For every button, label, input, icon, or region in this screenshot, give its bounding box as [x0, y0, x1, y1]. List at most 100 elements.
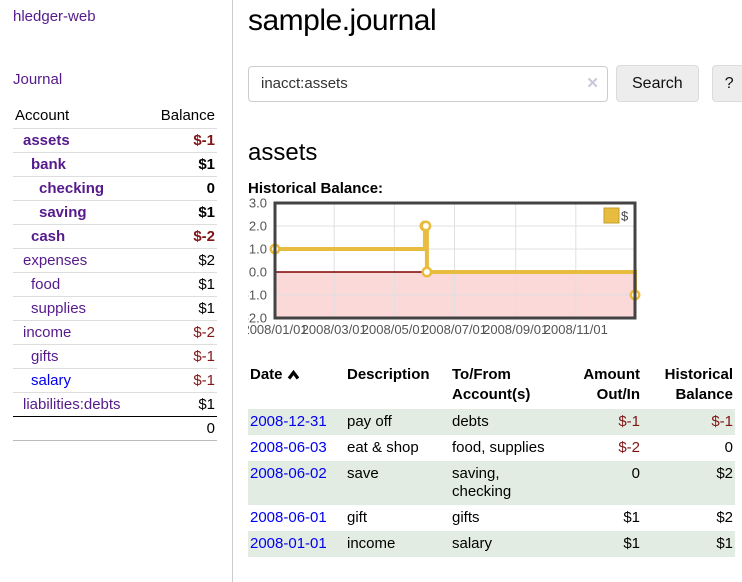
register-row: 2008-12-31 pay off debts $-1 $-1 — [248, 409, 735, 435]
svg-text:2008/05/01: 2008/05/01 — [362, 322, 427, 337]
legend-label: $ — [621, 209, 629, 224]
sidebar: hledger-web Journal Account Balance asse… — [0, 0, 233, 582]
svg-text:3.0: 3.0 — [249, 198, 267, 211]
register-header-balance: Historical Balance — [664, 366, 733, 403]
account-link[interactable]: checking — [39, 180, 105, 197]
transaction-balance: $1 — [716, 535, 733, 552]
account-balance: $1 — [145, 272, 217, 297]
account-row: liabilities:debts $1 — [13, 392, 217, 417]
account-link[interactable]: salary — [31, 372, 72, 389]
page-title: sample.journal — [248, 4, 437, 37]
account-row: saving $1 — [13, 200, 217, 225]
account-link[interactable]: saving — [39, 204, 87, 221]
chart-label: Historical Balance: — [248, 180, 384, 197]
register-row: 2008-06-02 save saving, checking 0 $2 — [248, 461, 735, 505]
transaction-amount: 0 — [631, 465, 640, 482]
svg-text:2008/09/01: 2008/09/01 — [483, 322, 548, 337]
legend-swatch — [603, 207, 620, 224]
clear-search-icon[interactable]: ✕ — [586, 74, 599, 92]
search-input[interactable] — [248, 65, 608, 102]
svg-text:1.0: 1.0 — [249, 242, 267, 257]
register-row: 2008-06-01 gift gifts $1 $2 — [248, 505, 735, 531]
transaction-description: income — [347, 535, 396, 552]
svg-text:-2.0: -2.0 — [248, 311, 267, 326]
register-header-amount: Amount Out/In — [583, 366, 640, 403]
account-row: food $1 — [13, 272, 217, 297]
transaction-date-link[interactable]: 2008-06-01 — [250, 509, 327, 526]
account-balance: $-2 — [145, 224, 217, 249]
transaction-accounts: saving, checking — [452, 465, 512, 500]
accounts-total-value: 0 — [145, 416, 217, 441]
account-link[interactable]: food — [31, 276, 61, 293]
transaction-accounts: gifts — [452, 509, 480, 526]
sort-asc-icon — [287, 369, 299, 380]
register-header-date[interactable]: Date — [248, 362, 345, 409]
search-button[interactable]: Search — [616, 65, 699, 102]
search-help-button[interactable]: ? — [711, 65, 742, 102]
register-header-accounts: To/From Account(s) — [452, 366, 531, 403]
transaction-accounts: salary — [452, 535, 493, 552]
account-row: bank $1 — [13, 152, 217, 177]
account-link[interactable]: bank — [31, 156, 67, 173]
svg-text:2.0: 2.0 — [249, 219, 267, 234]
transaction-date-link[interactable]: 2008-12-31 — [250, 413, 327, 430]
svg-text:2008/03/01: 2008/03/01 — [302, 322, 367, 337]
account-row: assets $-1 — [13, 128, 217, 153]
transaction-balance: $2 — [716, 509, 733, 526]
transaction-accounts: debts — [452, 413, 489, 430]
account-balance: $-1 — [145, 344, 217, 369]
transaction-accounts: food, supplies — [452, 439, 545, 456]
transaction-balance: $2 — [716, 465, 733, 482]
transaction-date-link[interactable]: 2008-06-02 — [250, 465, 327, 482]
transaction-date-link[interactable]: 2008-01-01 — [250, 535, 327, 552]
account-balance: $2 — [145, 248, 217, 273]
account-link[interactable]: cash — [31, 228, 66, 245]
account-row: expenses $2 — [13, 248, 217, 273]
account-link[interactable]: supplies — [31, 300, 87, 317]
account-balance: 0 — [145, 176, 217, 201]
account-balance: $1 — [145, 296, 217, 321]
historical-balance-chart: 3.0 2.0 1.0 0.0 -1.0 -2.02008/01/012008/03/01… — [242, 196, 648, 343]
account-row: salary $-1 — [13, 368, 217, 393]
transaction-description: pay off — [347, 413, 392, 430]
account-balance: $1 — [145, 200, 217, 225]
register-row: 2008-06-03 eat & shop food, supplies $-2 0 — [248, 435, 735, 461]
transaction-date-link[interactable]: 2008-06-03 — [250, 439, 327, 456]
transaction-amount: $-1 — [618, 413, 640, 430]
svg-text:2008/01/01: 2008/01/01 — [248, 322, 308, 337]
accounts-total-row: 0 — [13, 416, 217, 441]
accounts-header-balance: Balance — [160, 107, 215, 124]
transaction-description: gift — [347, 509, 368, 526]
sidebar-item-journal[interactable]: Journal — [13, 71, 63, 88]
account-heading: assets — [248, 139, 318, 166]
account-balance: $1 — [145, 152, 217, 177]
account-link[interactable]: expenses — [23, 252, 88, 269]
register-header-description: Description — [347, 366, 430, 383]
transaction-amount: $-2 — [618, 439, 640, 456]
account-link[interactable]: income — [23, 324, 72, 341]
svg-text:0.0: 0.0 — [249, 265, 267, 280]
account-balance: $-1 — [145, 368, 217, 393]
accounts-table: Account Balance assets $-1 bank $1 checking 0… — [13, 104, 217, 441]
account-link[interactable]: gifts — [31, 348, 59, 365]
main-content: sample.journal ✕ Search ? assets Histori… — [234, 0, 742, 557]
register-table: Date Description To/From Account(s) Amou… — [248, 362, 735, 557]
account-link[interactable]: liabilities:debts — [23, 396, 121, 413]
transaction-balance: 0 — [724, 439, 733, 456]
account-balance: $-1 — [145, 128, 217, 153]
svg-text:2008/11/01: 2008/11/01 — [544, 322, 608, 337]
svg-text:-1.0: -1.0 — [248, 288, 267, 303]
balance-chart-svg: 3.0 2.0 1.0 0.0 -1.0 -2.02008/01/012008/03/01… — [242, 196, 641, 337]
transaction-description: save — [347, 465, 379, 482]
account-balance: $-2 — [145, 320, 217, 345]
register-row: 2008-01-01 income salary $1 $1 — [248, 531, 735, 557]
svg-text:2008/07/01: 2008/07/01 — [422, 322, 487, 337]
search-form: ✕ Search ? — [248, 65, 742, 102]
account-link[interactable]: assets — [23, 132, 70, 149]
app-title-link[interactable]: hledger-web — [13, 8, 96, 25]
account-row: income $-2 — [13, 320, 217, 345]
transaction-description: eat & shop — [347, 439, 419, 456]
account-balance: $1 — [145, 392, 217, 417]
sidebar-nav: Journal — [13, 71, 232, 89]
transaction-amount: $1 — [623, 509, 640, 526]
